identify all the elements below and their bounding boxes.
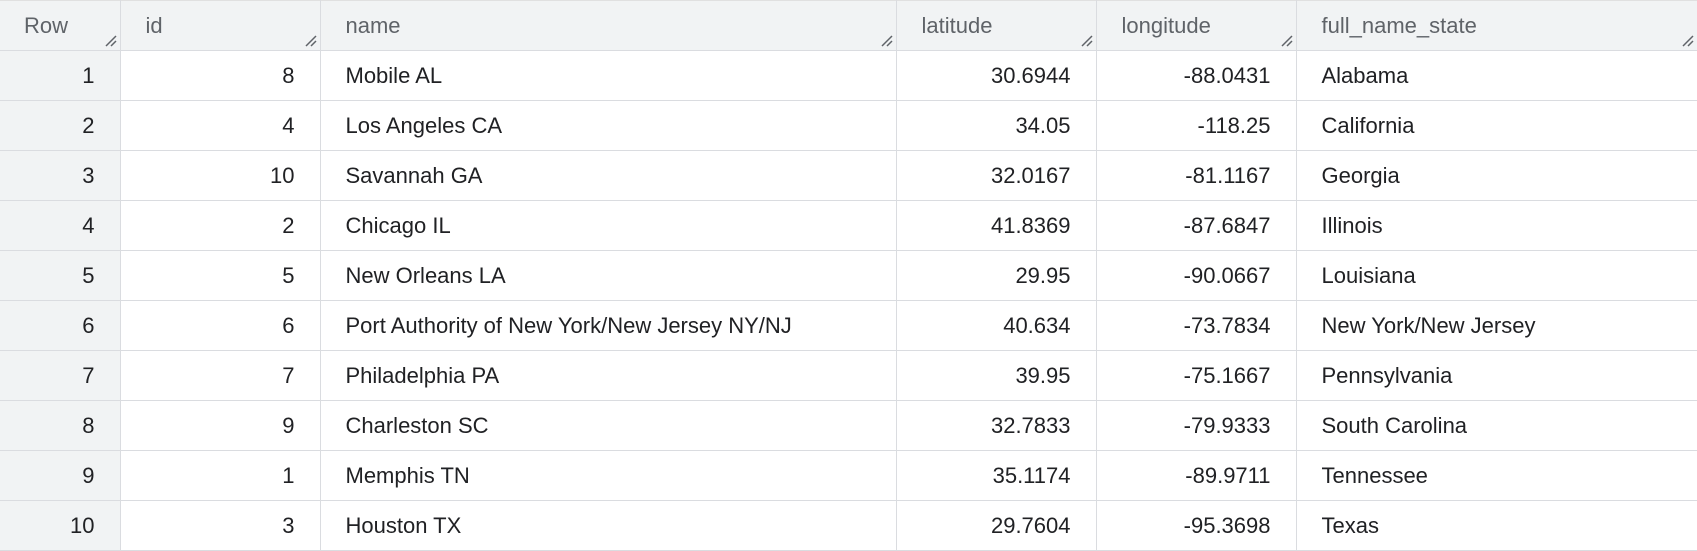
id-cell[interactable]: 10 xyxy=(120,150,321,201)
table-row: 5 5 New Orleans LA 29.95 -90.0667 Louisi… xyxy=(0,250,1697,301)
name-cell[interactable]: Charleston SC xyxy=(320,400,897,451)
state-cell[interactable]: Alabama xyxy=(1296,50,1697,101)
table-row: 4 2 Chicago IL 41.8369 -87.6847 Illinois xyxy=(0,200,1697,251)
name-cell[interactable]: Los Angeles CA xyxy=(320,100,897,151)
longitude-cell[interactable]: -95.3698 xyxy=(1096,500,1297,551)
column-header-label: id xyxy=(145,12,163,38)
column-header-longitude[interactable]: longitude xyxy=(1096,0,1297,51)
longitude-cell[interactable]: -73.7834 xyxy=(1096,300,1297,351)
id-cell[interactable]: 7 xyxy=(120,350,321,401)
row-number-cell: 1 xyxy=(0,50,121,101)
state-cell[interactable]: California xyxy=(1296,100,1697,151)
latitude-cell[interactable]: 35.1174 xyxy=(896,450,1097,501)
name-cell[interactable]: Chicago IL xyxy=(320,200,897,251)
table-row: 2 4 Los Angeles CA 34.05 -118.25 Califor… xyxy=(0,100,1697,151)
id-cell[interactable]: 3 xyxy=(120,500,321,551)
latitude-cell[interactable]: 29.95 xyxy=(896,250,1097,301)
state-cell[interactable]: Louisiana xyxy=(1296,250,1697,301)
id-cell[interactable]: 1 xyxy=(120,450,321,501)
table-row: 10 3 Houston TX 29.7604 -95.3698 Texas xyxy=(0,500,1697,551)
name-cell[interactable]: Philadelphia PA xyxy=(320,350,897,401)
row-number-cell: 3 xyxy=(0,150,121,201)
latitude-cell[interactable]: 41.8369 xyxy=(896,200,1097,251)
longitude-cell[interactable]: -90.0667 xyxy=(1096,250,1297,301)
resize-handle-icon[interactable] xyxy=(103,33,117,47)
row-number-cell: 7 xyxy=(0,350,121,401)
state-cell[interactable]: Texas xyxy=(1296,500,1697,551)
longitude-cell[interactable]: -118.25 xyxy=(1096,100,1297,151)
column-header-label: full_name_state xyxy=(1321,12,1477,38)
name-cell[interactable]: Memphis TN xyxy=(320,450,897,501)
state-cell[interactable]: Georgia xyxy=(1296,150,1697,201)
state-cell[interactable]: South Carolina xyxy=(1296,400,1697,451)
row-number-cell: 8 xyxy=(0,400,121,451)
state-cell[interactable]: Tennessee xyxy=(1296,450,1697,501)
name-cell[interactable]: Houston TX xyxy=(320,500,897,551)
latitude-cell[interactable]: 32.7833 xyxy=(896,400,1097,451)
longitude-cell[interactable]: -87.6847 xyxy=(1096,200,1297,251)
longitude-cell[interactable]: -88.0431 xyxy=(1096,50,1297,101)
latitude-cell[interactable]: 40.634 xyxy=(896,300,1097,351)
resize-handle-icon[interactable] xyxy=(303,33,317,47)
table-row: 3 10 Savannah GA 32.0167 -81.1167 Georgi… xyxy=(0,150,1697,201)
id-cell[interactable]: 9 xyxy=(120,400,321,451)
latitude-cell[interactable]: 32.0167 xyxy=(896,150,1097,201)
id-cell[interactable]: 6 xyxy=(120,300,321,351)
id-cell[interactable]: 2 xyxy=(120,200,321,251)
id-cell[interactable]: 8 xyxy=(120,50,321,101)
column-header-name[interactable]: name xyxy=(320,0,897,51)
longitude-cell[interactable]: -75.1667 xyxy=(1096,350,1297,401)
name-cell[interactable]: Mobile AL xyxy=(320,50,897,101)
resize-handle-icon[interactable] xyxy=(1279,33,1293,47)
table-row: 9 1 Memphis TN 35.1174 -89.9711 Tennesse… xyxy=(0,450,1697,501)
row-number-cell: 5 xyxy=(0,250,121,301)
table-row: 8 9 Charleston SC 32.7833 -79.9333 South… xyxy=(0,400,1697,451)
row-number-cell: 10 xyxy=(0,500,121,551)
id-cell[interactable]: 4 xyxy=(120,100,321,151)
latitude-cell[interactable]: 34.05 xyxy=(896,100,1097,151)
longitude-cell[interactable]: -89.9711 xyxy=(1096,450,1297,501)
column-header-label: Row xyxy=(24,12,69,38)
row-number-cell: 9 xyxy=(0,450,121,501)
name-cell[interactable]: Port Authority of New York/New Jersey NY… xyxy=(320,300,897,351)
latitude-cell[interactable]: 39.95 xyxy=(896,350,1097,401)
resize-handle-icon[interactable] xyxy=(1680,33,1694,47)
column-header-id[interactable]: id xyxy=(120,0,321,51)
name-cell[interactable]: Savannah GA xyxy=(320,150,897,201)
latitude-cell[interactable]: 30.6944 xyxy=(896,50,1097,101)
column-header-latitude[interactable]: latitude xyxy=(896,0,1097,51)
longitude-cell[interactable]: -79.9333 xyxy=(1096,400,1297,451)
longitude-cell[interactable]: -81.1167 xyxy=(1096,150,1297,201)
table-row: 6 6 Port Authority of New York/New Jerse… xyxy=(0,300,1697,351)
resize-handle-icon[interactable] xyxy=(1079,33,1093,47)
id-cell[interactable]: 5 xyxy=(120,250,321,301)
row-number-cell: 2 xyxy=(0,100,121,151)
table-row: 7 7 Philadelphia PA 39.95 -75.1667 Penns… xyxy=(0,350,1697,401)
state-cell[interactable]: New York/New Jersey xyxy=(1296,300,1697,351)
table-row: 1 8 Mobile AL 30.6944 -88.0431 Alabama xyxy=(0,50,1697,101)
name-cell[interactable]: New Orleans LA xyxy=(320,250,897,301)
latitude-cell[interactable]: 29.7604 xyxy=(896,500,1097,551)
column-header-label: longitude xyxy=(1121,12,1211,38)
column-header-label: name xyxy=(345,12,401,38)
column-header-row[interactable]: Row xyxy=(0,0,121,51)
header-row: Row id name latitude longitude full_name… xyxy=(0,0,1697,51)
column-header-full-name-state[interactable]: full_name_state xyxy=(1296,0,1697,51)
state-cell[interactable]: Pennsylvania xyxy=(1296,350,1697,401)
row-number-cell: 6 xyxy=(0,300,121,351)
resize-handle-icon[interactable] xyxy=(879,33,893,47)
column-header-label: latitude xyxy=(921,12,993,38)
state-cell[interactable]: Illinois xyxy=(1296,200,1697,251)
row-number-cell: 4 xyxy=(0,200,121,251)
